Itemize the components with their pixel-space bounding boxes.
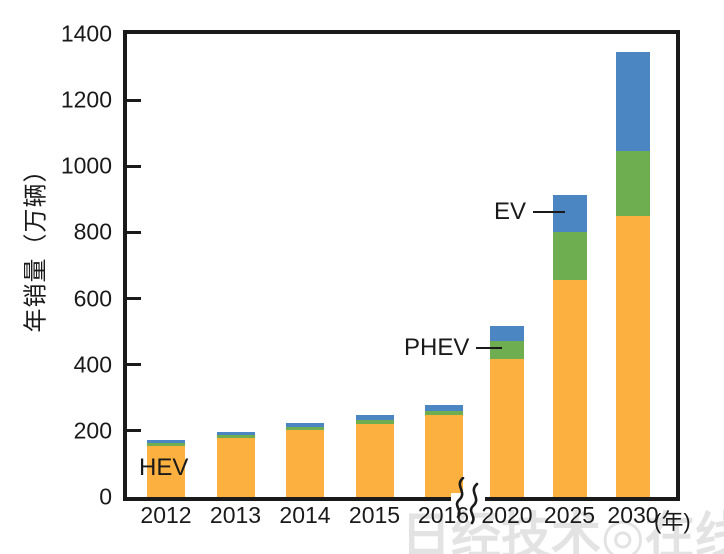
y-tick-mark	[127, 363, 141, 367]
phev-label: PHEV	[404, 334, 470, 361]
x-tick-label-2013: 2013	[209, 502, 262, 528]
bar-segment-hev-2030	[616, 215, 650, 497]
y-tick-label: 1400	[60, 20, 112, 47]
bar-segment-ev-2012	[147, 440, 185, 444]
bar-segment-hev-2025	[552, 280, 587, 497]
x-tick-label-2020: 2020	[481, 502, 533, 528]
y-tick-mark	[127, 297, 141, 301]
x-tick-label-2016: 2016	[417, 502, 470, 528]
phev-leader-line	[476, 346, 503, 350]
bar-segment-hev-2016	[424, 414, 463, 497]
bar-2020	[490, 325, 524, 497]
bar-segment-phev-2015	[355, 419, 394, 425]
annotation-ev: EV	[494, 198, 566, 225]
bar-2025	[552, 195, 587, 497]
watermark-text: 日经技术◎在线!	[401, 508, 724, 554]
ev-label: EV	[494, 198, 527, 225]
bar-2030	[616, 52, 650, 497]
axis-break-symbol	[451, 477, 485, 525]
bar-segment-ev-2025	[552, 195, 587, 233]
ev-leader-line	[533, 210, 566, 214]
x-tick-label-2012: 2012	[140, 502, 192, 528]
annotation-hev: HEV	[139, 456, 188, 480]
bar-segment-phev-2025	[552, 232, 587, 281]
bar-segment-hev-2013	[216, 438, 255, 497]
bar-segment-phev-2012	[147, 443, 185, 446]
bar-2013	[216, 432, 255, 497]
y-tick-mark	[127, 98, 141, 102]
bar-segment-hev-2020	[490, 359, 524, 497]
bar-segment-ev-2016	[424, 405, 463, 412]
bar-segment-hev-2014	[286, 429, 324, 497]
bar-segment-ev-2014	[286, 423, 324, 427]
bar-2012	[147, 440, 185, 497]
hev-label: HEV	[139, 454, 189, 481]
bar-segment-ev-2013	[216, 432, 255, 435]
bar-2014	[286, 423, 324, 497]
y-tick-mark	[127, 429, 141, 433]
x-tick-label-2030: 2030	[607, 502, 659, 528]
y-tick-mark	[127, 230, 141, 234]
y-tick-label: 800	[73, 218, 112, 245]
x-tick-label-2025: 2025	[543, 502, 596, 528]
y-tick-label: 400	[73, 351, 112, 378]
plot-border	[123, 30, 680, 501]
x-tick-label-2015: 2015	[348, 502, 401, 528]
y-tick-label: 600	[73, 285, 112, 312]
y-tick-mark	[127, 164, 141, 168]
bar-segment-hev-2012	[147, 445, 185, 497]
annotation-phev: PHEV	[404, 334, 503, 361]
bar-segment-hev-2015	[355, 424, 394, 497]
bar-segment-phev-2013	[216, 434, 255, 439]
bar-2015	[355, 415, 394, 497]
y-tick-label: 1000	[60, 152, 112, 179]
y-tick-label: 0	[99, 483, 112, 510]
bar-segment-ev-2030	[616, 52, 650, 152]
bar-2016	[424, 405, 463, 497]
bar-segment-ev-2020	[490, 325, 524, 341]
bar-segment-ev-2015	[355, 415, 394, 420]
x-tick-label-2014: 2014	[279, 502, 331, 528]
x-axis-unit-label: (年)	[654, 509, 691, 534]
bar-segment-phev-2020	[490, 340, 524, 360]
y-tick-label: 1200	[60, 86, 112, 113]
bar-segment-phev-2014	[286, 426, 324, 430]
bar-segment-phev-2016	[424, 411, 463, 415]
bar-segment-phev-2030	[616, 151, 650, 216]
y-tick-label: 200	[73, 417, 112, 444]
